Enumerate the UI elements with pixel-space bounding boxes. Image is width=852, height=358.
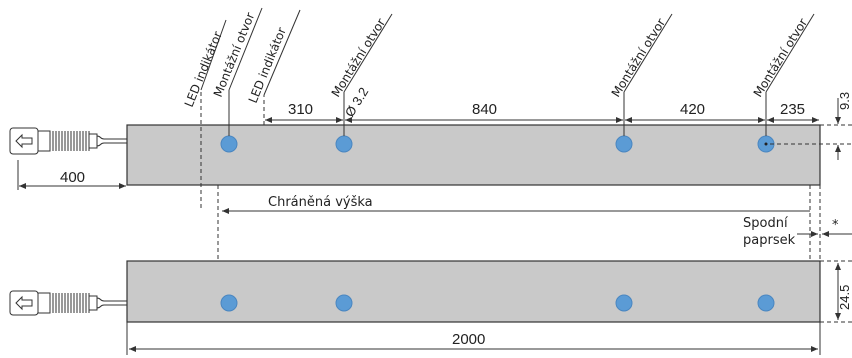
dim-310: 310 bbox=[288, 101, 313, 118]
sensor-bar-top bbox=[126, 124, 821, 186]
dim-2000: 2000 bbox=[452, 331, 485, 348]
top-view: 400 bbox=[9, 124, 852, 190]
mounting-hole bbox=[220, 135, 238, 153]
bottom-beam-label-2: paprsek bbox=[743, 233, 796, 248]
led-indicator-label-2: LED indikátor bbox=[246, 25, 289, 105]
bottom-view: 24.5 2000 bbox=[9, 260, 852, 355]
mounting-hole bbox=[615, 135, 633, 153]
dim-840: 840 bbox=[472, 101, 497, 118]
cable-length-label: 400 bbox=[60, 169, 85, 186]
dim-420: 420 bbox=[680, 101, 705, 118]
mounting-hole-label-4: Montážní otvor bbox=[751, 16, 811, 100]
protected-height-group: Chráněná výška Spodní paprsek * bbox=[217, 185, 852, 270]
mounting-hole-label-3: Montážní otvor bbox=[609, 16, 669, 100]
protected-height-label: Chráněná výška bbox=[268, 195, 373, 210]
top-dimensions: 310 840 420 235 9.3 bbox=[265, 92, 852, 160]
dim-235: 235 bbox=[780, 101, 805, 118]
connector-icon bbox=[9, 127, 127, 155]
mounting-hole bbox=[335, 294, 353, 312]
mounting-hole bbox=[220, 294, 238, 312]
bottom-beam-label-1: Spodní bbox=[743, 216, 788, 231]
sensor-bar-bottom bbox=[126, 260, 821, 323]
mounting-hole bbox=[615, 294, 633, 312]
dim-24-5: 24.5 bbox=[837, 285, 852, 310]
mounting-hole bbox=[335, 135, 353, 153]
connector-icon bbox=[9, 290, 127, 316]
mounting-hole bbox=[757, 294, 775, 312]
asterisk-label: * bbox=[832, 218, 839, 233]
dim-9-3: 9.3 bbox=[837, 92, 852, 110]
